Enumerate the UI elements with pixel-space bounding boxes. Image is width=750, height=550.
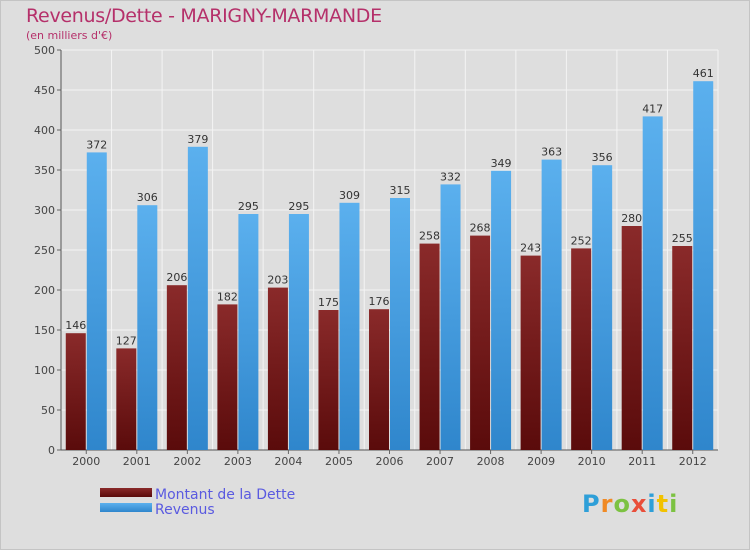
value-label-dette: 258 (419, 230, 440, 243)
bar-dette (571, 248, 592, 450)
bar-revenus (288, 214, 309, 450)
value-label-dette: 268 (470, 222, 491, 235)
x-tick-label: 2001 (123, 455, 151, 468)
bar-dette (419, 243, 440, 450)
bar-dette (217, 304, 238, 450)
bar-dette (65, 333, 86, 450)
value-label-revenus: 309 (339, 189, 360, 202)
value-label-dette: 176 (369, 295, 390, 308)
legend-label-dette: Montant de la Dette (155, 487, 295, 503)
value-label-dette: 175 (318, 296, 339, 309)
logo-letter: i (647, 490, 657, 518)
y-tick-label: 450 (34, 84, 55, 97)
x-tick-label: 2008 (477, 455, 505, 468)
value-label-dette: 255 (672, 232, 693, 245)
bar-revenus (440, 184, 461, 450)
x-tick-label: 2006 (376, 455, 404, 468)
bar-dette (520, 255, 541, 450)
y-tick-label: 50 (41, 404, 55, 417)
value-label-revenus: 461 (693, 67, 714, 80)
value-label-revenus: 315 (390, 184, 411, 197)
value-label-dette: 203 (267, 274, 288, 287)
y-tick-label: 300 (34, 204, 55, 217)
value-label-dette: 243 (520, 242, 541, 255)
bar-dette (267, 287, 288, 450)
y-tick-label: 150 (34, 324, 55, 337)
bar-revenus (238, 214, 259, 450)
y-tick-label: 100 (34, 364, 55, 377)
x-tick-label: 2000 (72, 455, 100, 468)
logo-letter: x (630, 490, 648, 518)
x-tick-label: 2004 (274, 455, 302, 468)
gridlines (60, 49, 719, 451)
value-label-revenus: 295 (288, 200, 309, 213)
logo-letter: o (613, 490, 631, 518)
y-tick-label: 0 (48, 444, 55, 457)
value-label-revenus: 295 (238, 200, 259, 213)
bar-dette (116, 348, 137, 450)
y-tick-label: 250 (34, 244, 55, 257)
bar-dette (621, 226, 642, 450)
bar-revenus (187, 146, 208, 451)
legend-label-revenus: Revenus (155, 502, 215, 518)
value-label-revenus: 417 (642, 102, 663, 115)
x-tick-label: 2009 (527, 455, 555, 468)
bar-revenus (541, 159, 562, 450)
y-tick-label: 500 (34, 44, 55, 57)
y-tick-label: 400 (34, 124, 55, 137)
logo-letter: r (600, 490, 614, 518)
x-tick-label: 2002 (173, 455, 201, 468)
value-label-dette: 206 (166, 271, 187, 284)
bar-dette (672, 246, 693, 450)
proxiti-logo: Proxiti (582, 490, 678, 518)
value-label-revenus: 332 (440, 170, 461, 183)
bar-revenus (390, 198, 410, 450)
legend-swatch-revenus (100, 503, 152, 512)
chart-title: Revenus/Dette - MARIGNY-MARMANDE (26, 5, 382, 27)
bar-revenus (491, 170, 512, 451)
value-label-dette: 182 (217, 290, 238, 303)
bar-dette (318, 310, 339, 450)
bars (65, 81, 714, 451)
value-label-revenus: 372 (86, 138, 107, 151)
logo-letter: i (669, 490, 679, 518)
bar-revenus (693, 81, 714, 450)
value-label-revenus: 349 (491, 157, 512, 170)
bar-revenus (339, 202, 360, 450)
value-label-revenus: 356 (592, 151, 613, 164)
bar-revenus (137, 205, 158, 450)
bar-dette (470, 235, 491, 450)
value-label-revenus: 379 (187, 133, 208, 146)
bar-dette (369, 309, 389, 450)
x-tick-label: 2003 (224, 455, 252, 468)
chart-subtitle: (en milliers d'€) (26, 29, 113, 42)
y-tick-label: 350 (34, 164, 55, 177)
y-tick-label: 200 (34, 284, 55, 297)
logo-letter: t (656, 490, 670, 518)
x-tick-label: 2011 (628, 455, 656, 468)
bar-revenus (86, 152, 107, 450)
x-tick-label: 2012 (679, 455, 707, 468)
value-labels: 146 372 127 306 206 379 182 295 203 295 175 309 176 3… (65, 67, 713, 347)
x-tick-label: 2007 (426, 455, 454, 468)
value-label-dette: 280 (621, 212, 642, 225)
bar-dette (166, 285, 187, 450)
value-label-dette: 252 (571, 234, 592, 247)
bar-revenus (642, 116, 663, 451)
bar-revenus (592, 165, 613, 450)
x-tick-label: 2010 (578, 455, 606, 468)
x-tick-label: 2005 (325, 455, 353, 468)
legend-swatch-dette (100, 488, 152, 497)
logo-letter: P (582, 490, 601, 518)
value-label-dette: 146 (65, 319, 86, 332)
value-label-dette: 127 (116, 334, 137, 347)
value-label-revenus: 363 (541, 146, 562, 159)
value-label-revenus: 306 (137, 191, 158, 204)
